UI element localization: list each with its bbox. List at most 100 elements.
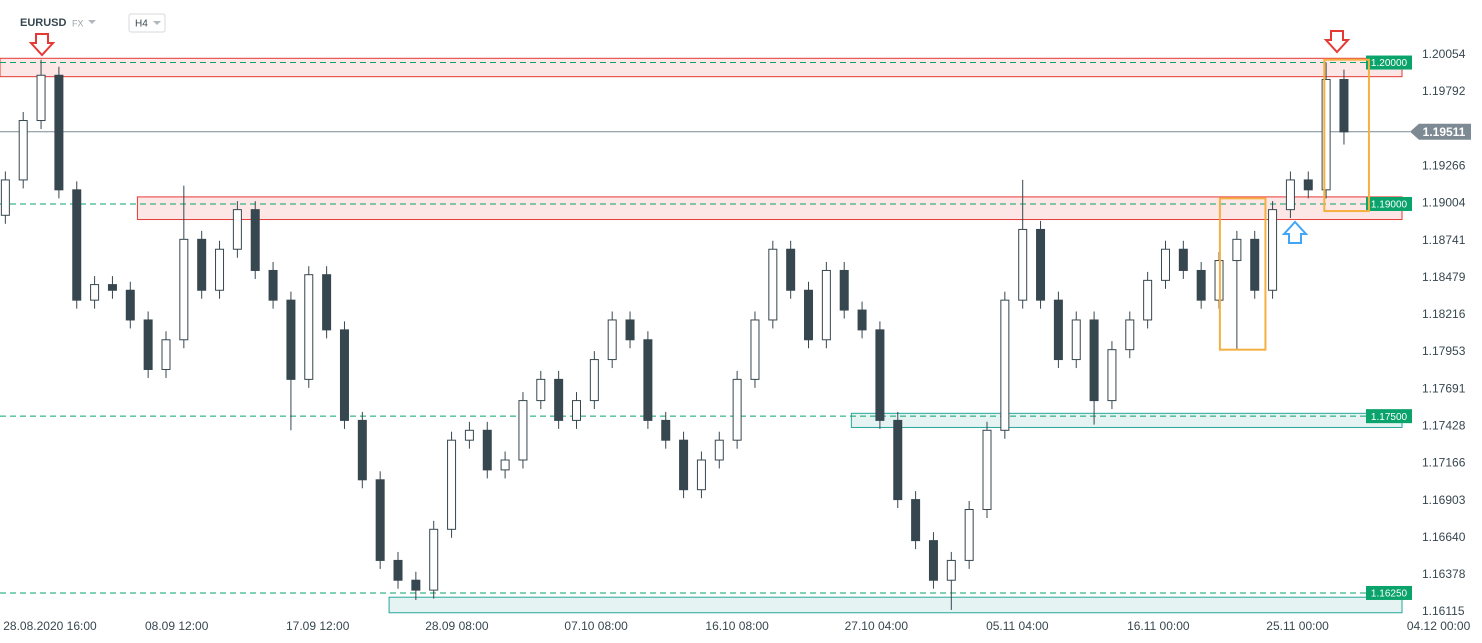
candle-body — [982, 429, 992, 511]
candle-body — [928, 540, 938, 581]
candle-body — [197, 238, 207, 291]
y-tick-label: 1.17691 — [1422, 381, 1466, 395]
sell-arrow — [1323, 30, 1351, 54]
highlight-box — [1323, 58, 1370, 213]
candle-body — [375, 479, 385, 561]
candle-body — [839, 269, 849, 311]
y-tick-label: 1.17953 — [1422, 344, 1466, 358]
x-tick-label: 04.12 00:00 — [1407, 619, 1471, 633]
y-tick-label: 1.18741 — [1422, 233, 1466, 247]
y-tick-label: 1.17166 — [1422, 456, 1466, 470]
zone — [388, 596, 1403, 614]
candle-body — [1107, 349, 1117, 402]
y-tick-label: 1.19792 — [1422, 84, 1466, 98]
candle-body — [18, 120, 28, 181]
candle-body — [107, 284, 117, 291]
x-tick-label: 05.11 04:00 — [986, 619, 1049, 633]
candle-body — [893, 419, 903, 501]
timeframe-button[interactable] — [128, 13, 166, 33]
level-label: 1.17500 — [1371, 412, 1408, 423]
level-tag — [1366, 409, 1412, 424]
candle-body — [179, 238, 189, 341]
symbol-dropdown[interactable] — [88, 20, 96, 24]
candle-body — [500, 459, 510, 471]
y-tick-label: 1.18216 — [1422, 307, 1466, 321]
candle-body — [1018, 228, 1028, 301]
level-tag — [1366, 196, 1412, 211]
candle-body — [1285, 179, 1295, 211]
y-tick-label: 1.16640 — [1422, 530, 1466, 544]
y-tick-label: 1.19004 — [1422, 196, 1466, 210]
candle-body — [54, 74, 64, 191]
candle-body — [1089, 319, 1099, 402]
y-tick-label: 1.19266 — [1422, 159, 1466, 173]
candle-body — [1071, 319, 1081, 361]
timeframe[interactable]: H4 — [135, 19, 148, 30]
candle-body — [518, 400, 528, 461]
candle-body — [571, 400, 581, 421]
x-tick-label: 07.10 08:00 — [564, 619, 628, 633]
candle-body — [125, 289, 135, 321]
candle-body — [821, 269, 831, 341]
sell-arrow — [28, 33, 56, 57]
candle-body — [1178, 248, 1188, 271]
candle-body — [482, 429, 492, 471]
last-price-label: 1.19511 — [1423, 125, 1466, 139]
candle-body — [250, 209, 260, 271]
candle-body — [161, 339, 171, 370]
y-tick-label: 1.20054 — [1422, 47, 1466, 61]
candle-body — [750, 319, 760, 380]
candle-body — [1160, 248, 1170, 281]
last-price-tag — [1410, 123, 1471, 140]
candle-body — [536, 378, 546, 402]
candle-body — [1196, 269, 1206, 301]
candle-body — [90, 284, 100, 301]
candle-body — [1303, 179, 1313, 191]
candle-body — [0, 179, 10, 216]
candle-body — [768, 248, 778, 321]
zone — [136, 196, 1403, 221]
candle-body — [1232, 238, 1242, 262]
candle-body — [447, 439, 457, 530]
candle-body — [286, 299, 296, 380]
highlight-box — [1218, 197, 1267, 351]
candle-body — [696, 459, 706, 491]
x-tick-label: 17.09 12:00 — [286, 619, 350, 633]
candle-body — [732, 378, 742, 441]
x-tick-label: 27.10 04:00 — [845, 619, 909, 633]
candle-body — [268, 269, 278, 301]
candle-body — [393, 559, 403, 581]
candle-body — [464, 429, 474, 441]
candle-body — [804, 289, 814, 341]
candle-body — [857, 309, 867, 331]
candle-body — [304, 274, 314, 380]
candle-body — [911, 499, 921, 542]
candle-body — [72, 189, 82, 301]
level-label: 1.20000 — [1371, 58, 1408, 69]
candle-body — [1125, 319, 1135, 351]
symbol[interactable]: EURUSD — [20, 17, 67, 29]
candle-body — [1143, 279, 1153, 321]
level-label: 1.16250 — [1371, 589, 1408, 600]
candle-body — [625, 319, 635, 341]
candle-body — [232, 209, 242, 250]
level-tag — [1366, 55, 1412, 70]
x-tick-label: 28.09 08:00 — [425, 619, 489, 633]
candle-body — [1000, 299, 1010, 431]
candle-body — [964, 509, 974, 561]
candle-body — [411, 579, 421, 591]
market: FX — [72, 18, 84, 28]
y-tick-label: 1.16378 — [1422, 567, 1466, 581]
y-tick-label: 1.16903 — [1422, 493, 1466, 507]
timeframe-dropdown — [153, 21, 161, 25]
candle-body — [1250, 238, 1260, 291]
x-tick-label: 25.11 00:00 — [1266, 619, 1329, 633]
zone — [850, 412, 1403, 428]
candle-body — [1268, 209, 1278, 291]
x-tick-label: 08.09 12:00 — [145, 619, 209, 633]
x-tick-label: 28.08.2020 16:00 — [3, 619, 97, 633]
candle-body — [1321, 79, 1331, 191]
x-tick-label: 16.10 08:00 — [705, 619, 769, 633]
